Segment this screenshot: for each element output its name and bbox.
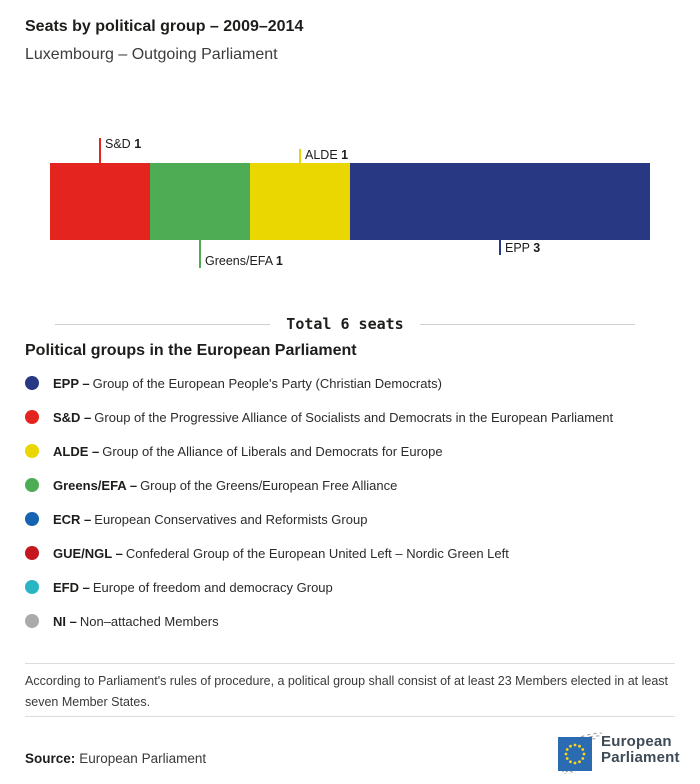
source-label: Source: xyxy=(25,751,76,766)
bar-segment-greens-efa xyxy=(150,163,250,240)
bar-segment-epp xyxy=(350,163,650,240)
bar-segment-alde xyxy=(250,163,350,240)
legend-abbr: S&D – xyxy=(53,409,92,425)
legend-abbr: NI – xyxy=(53,613,77,629)
legend-desc: Group of the Progressive Alliance of Soc… xyxy=(94,409,614,425)
legend: EPP – Group of the European People's Part… xyxy=(25,366,690,638)
legend-desc: Europe of freedom and democracy Group xyxy=(92,579,333,595)
page-subtitle: Luxembourg – Outgoing Parliament xyxy=(25,46,278,63)
epp-color-dot xyxy=(25,376,39,390)
hemicycle-flag-icon xyxy=(558,732,602,774)
divider-rule-bottom xyxy=(25,716,675,717)
legend-heading: Political groups in the European Parliam… xyxy=(25,342,357,359)
logo-line-2: Parliament xyxy=(601,749,680,766)
callout-tick-epp xyxy=(499,240,501,255)
legend-abbr: GUE/NGL – xyxy=(53,545,123,561)
legend-desc: Non–attached Members xyxy=(79,613,219,629)
legend-abbr: Greens/EFA – xyxy=(53,477,138,493)
divider-line-right xyxy=(419,323,635,325)
callout-tick-alde xyxy=(299,149,301,163)
legend-row-gue-ngl: GUE/NGL – Confederal Group of the Europea… xyxy=(25,536,690,570)
legend-abbr: ALDE – xyxy=(53,443,100,459)
source-line: Source: European Parliament xyxy=(25,751,206,766)
bar-segment-s-d xyxy=(50,163,150,240)
legend-abbr: EFD – xyxy=(53,579,90,595)
legend-desc: Group of the European People's Party (Ch… xyxy=(92,375,442,391)
legend-row-greens-efa: Greens/EFA – Group of the Greens/European… xyxy=(25,468,690,502)
legend-desc: Confederal Group of the European United … xyxy=(125,545,509,561)
total-seats-divider: Total 6 seats xyxy=(55,315,635,333)
legend-desc: European Conservatives and Reformists Gr… xyxy=(94,511,368,527)
legend-row-efd: EFD – Europe of freedom and democracy Gro… xyxy=(25,570,690,604)
seat-bar-chart: S&D 1 Greens/EFA 1 ALDE 1 EPP 3 xyxy=(0,130,700,280)
callout-label-epp: EPP 3 xyxy=(505,241,541,255)
efd-color-dot xyxy=(25,580,39,594)
divider-rule-top xyxy=(25,663,675,664)
footnote-line-2: seven Member States. xyxy=(25,695,151,709)
legend-row-ni: NI – Non–attached Members xyxy=(25,604,690,638)
ecr-color-dot xyxy=(25,512,39,526)
callout-label-greens-efa: Greens/EFA 1 xyxy=(205,254,283,268)
source-text: European Parliament xyxy=(79,751,207,766)
legend-desc: Group of the Alliance of Liberals and De… xyxy=(102,443,443,459)
divider-line-left xyxy=(55,323,271,325)
logo-wordmark: European Parliament xyxy=(601,734,680,766)
european-parliament-logo: European Parliament xyxy=(527,726,692,774)
logo-line-1: European xyxy=(601,733,672,750)
legend-abbr: EPP – xyxy=(53,375,90,391)
total-seats-label: Total 6 seats xyxy=(286,315,404,333)
footnote-line-1: According to Parliament's rules of proce… xyxy=(25,674,668,688)
sd-color-dot xyxy=(25,410,39,424)
legend-desc: Group of the Greens/European Free Allian… xyxy=(140,477,398,493)
alde-color-dot xyxy=(25,444,39,458)
callout-label-s-d: S&D 1 xyxy=(105,137,142,151)
greens-efa-color-dot xyxy=(25,478,39,492)
callout-label-alde: ALDE 1 xyxy=(305,148,349,162)
legend-abbr: ECR – xyxy=(53,511,92,527)
callout-tick-greens-efa xyxy=(199,240,201,268)
gue-ngl-color-dot xyxy=(25,546,39,560)
legend-row-ecr: ECR – European Conservatives and Reformis… xyxy=(25,502,690,536)
legend-row-alde: ALDE – Group of the Alliance of Liberals … xyxy=(25,434,690,468)
page-title: Seats by political group – 2009–2014 xyxy=(25,18,304,35)
legend-row-epp: EPP – Group of the European People's Part… xyxy=(25,366,690,400)
legend-row-sd: S&D – Group of the Progressive Alliance o… xyxy=(25,400,690,434)
stacked-bar xyxy=(50,163,650,240)
callout-tick-s-d xyxy=(99,138,101,163)
ni-color-dot xyxy=(25,614,39,628)
footnote: According to Parliament's rules of proce… xyxy=(25,671,685,713)
